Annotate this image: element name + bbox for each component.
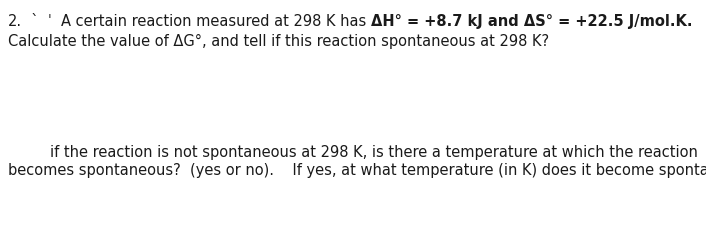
Text: Calculate the value of ΔG°, and tell if this reaction spontaneous at 298 K?: Calculate the value of ΔG°, and tell if … bbox=[8, 34, 549, 49]
Text: ˋ  ˈ: ˋ ˈ bbox=[22, 14, 61, 29]
Text: if the reaction is not spontaneous at 298 K, is there a temperature at which the: if the reaction is not spontaneous at 29… bbox=[50, 145, 698, 160]
Text: A certain reaction measured at 298 K has: A certain reaction measured at 298 K has bbox=[61, 14, 371, 29]
Text: becomes spontaneous?  (yes or no).    If yes, at what temperature (in K) does it: becomes spontaneous? (yes or no). If yes… bbox=[8, 163, 706, 178]
Text: ΔH° = +8.7 kJ and ΔS° = +22.5 J/mol.K.: ΔH° = +8.7 kJ and ΔS° = +22.5 J/mol.K. bbox=[371, 14, 693, 29]
Text: 2.: 2. bbox=[8, 14, 22, 29]
